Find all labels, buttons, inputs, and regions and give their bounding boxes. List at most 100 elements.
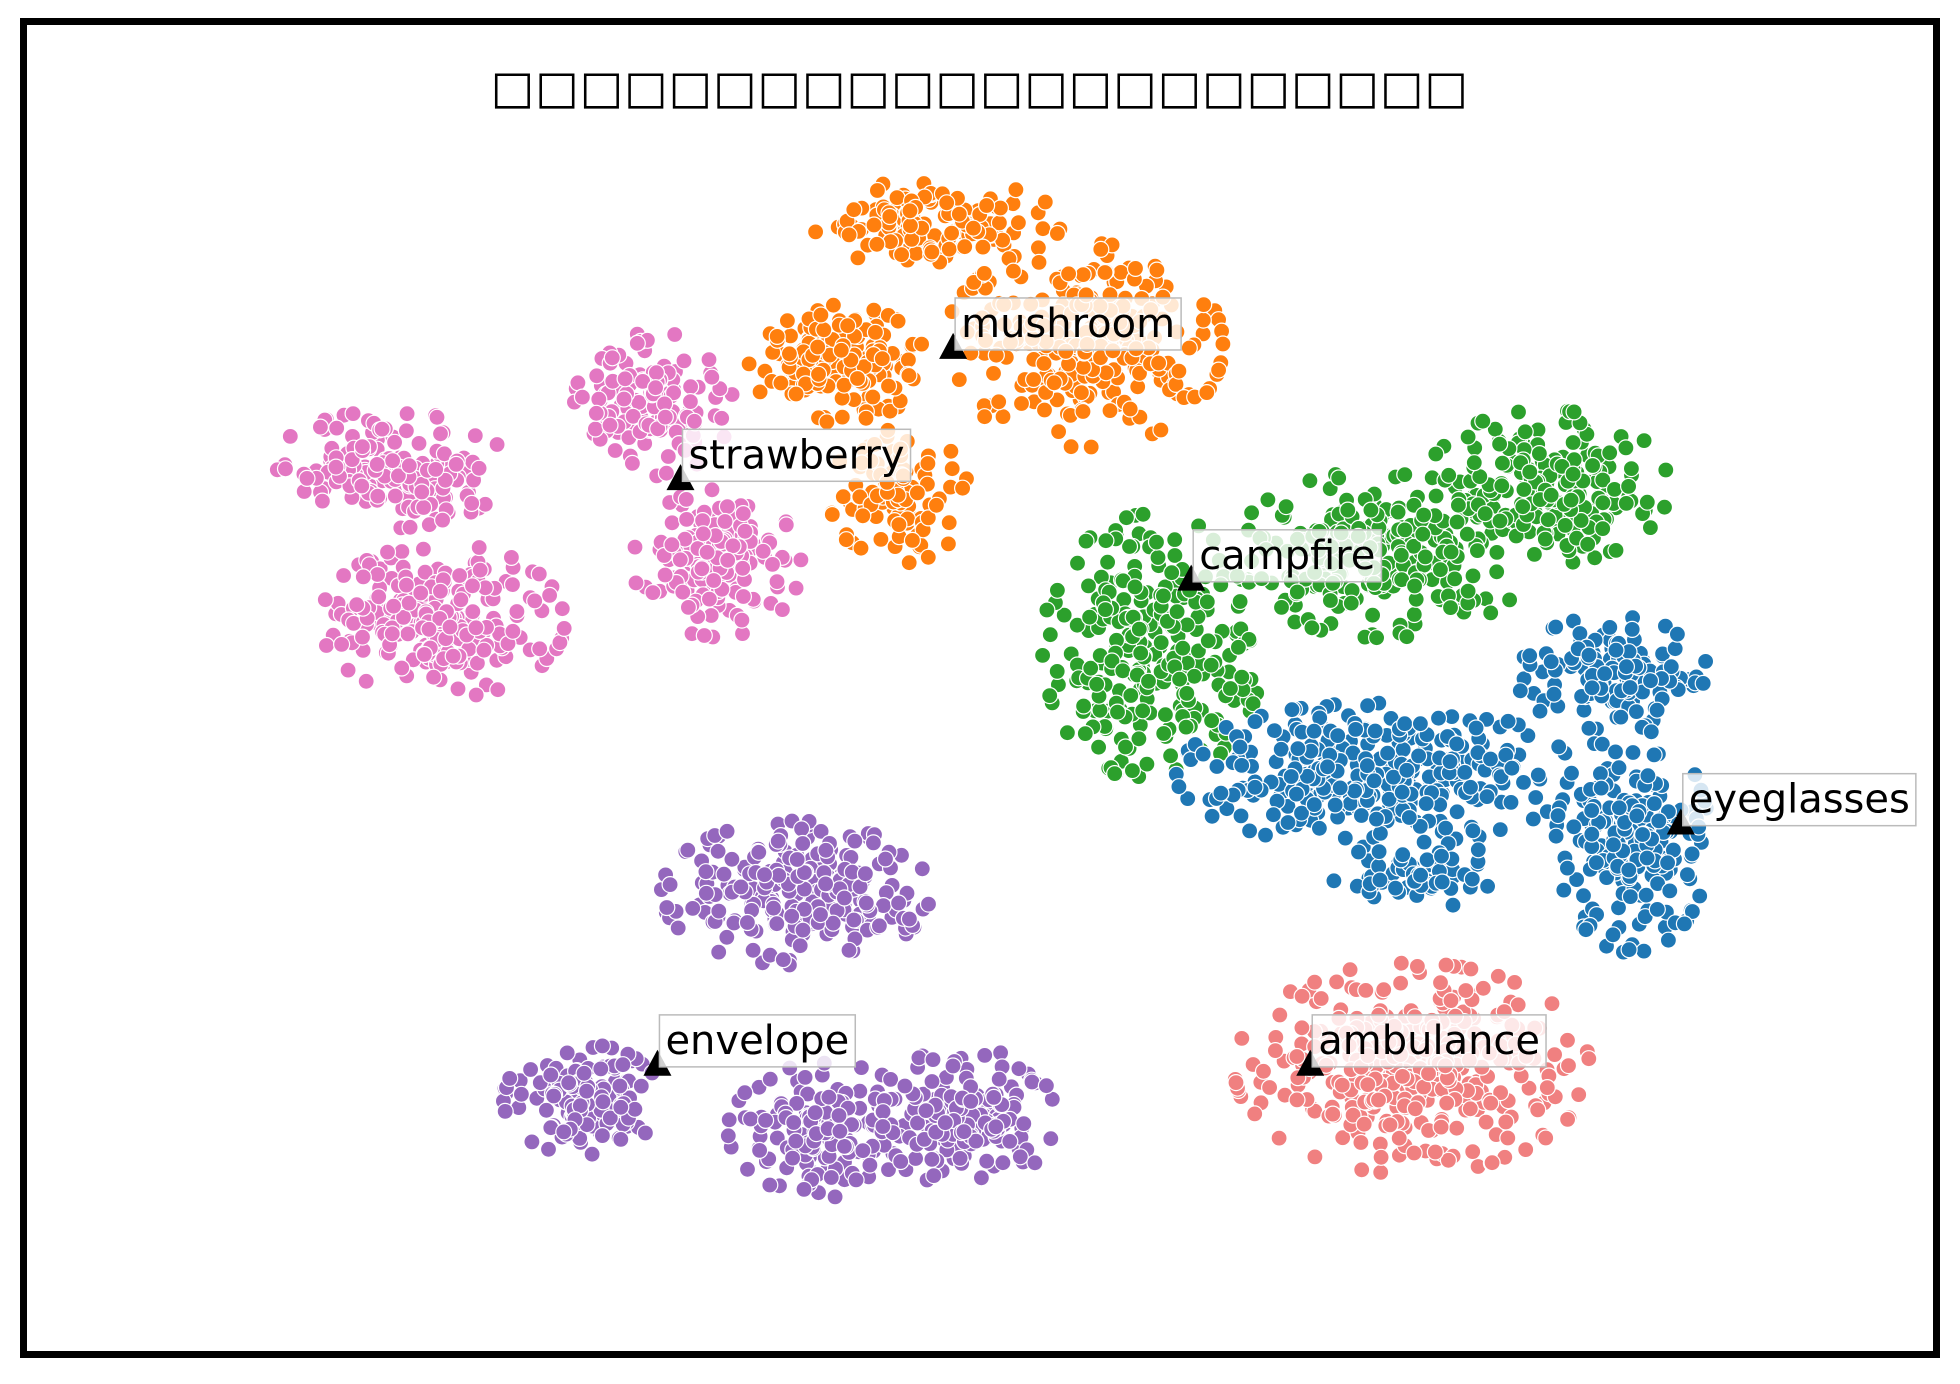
- data-point: [938, 194, 956, 212]
- data-point: [594, 1093, 612, 1111]
- data-point: [763, 555, 782, 574]
- data-point: [1260, 1078, 1279, 1097]
- data-point: [415, 645, 433, 664]
- data-point: [1635, 432, 1653, 450]
- data-point: [1550, 738, 1568, 756]
- data-point: [892, 1152, 910, 1171]
- data-point: [1026, 1154, 1044, 1172]
- data-point: [1449, 496, 1468, 514]
- data-point: [1366, 722, 1384, 740]
- data-point: [1499, 1129, 1517, 1147]
- data-point: [555, 1123, 573, 1141]
- data-point: [865, 216, 883, 234]
- data-point: [523, 1133, 541, 1151]
- data-point: [1595, 665, 1614, 683]
- data-point: [1601, 618, 1619, 637]
- data-point: [1339, 501, 1357, 519]
- data-point: [1289, 739, 1307, 758]
- data-point: [881, 1070, 900, 1089]
- data-point: [1036, 193, 1054, 211]
- data-point: [1134, 505, 1152, 523]
- data-point: [719, 551, 737, 569]
- data-point: [1233, 1029, 1251, 1048]
- data-point: [553, 600, 571, 618]
- data-point: [1612, 708, 1630, 726]
- data-point: [774, 951, 792, 969]
- data-point: [872, 530, 890, 549]
- data-point: [974, 238, 992, 256]
- data-point: [531, 640, 549, 658]
- data-point: [892, 246, 911, 264]
- data-point: [1152, 633, 1170, 652]
- data-point: [684, 899, 702, 918]
- data-point: [840, 226, 858, 244]
- data-point: [1427, 445, 1445, 463]
- data-point: [1583, 801, 1601, 820]
- data-point: [723, 850, 741, 868]
- data-point: [1185, 667, 1203, 685]
- data-point: [1514, 773, 1533, 792]
- data-point: [1330, 469, 1348, 487]
- data-point: [1048, 662, 1066, 681]
- data-point: [1468, 541, 1487, 560]
- data-point: [353, 477, 371, 495]
- data-point: [593, 1126, 612, 1145]
- data-point: [1367, 810, 1386, 828]
- data-point: [1542, 653, 1560, 671]
- data-point: [809, 338, 827, 356]
- data-point: [919, 548, 937, 566]
- data-point: [632, 1077, 650, 1095]
- data-point: [276, 460, 295, 478]
- data-point: [1396, 466, 1414, 484]
- data-point: [1478, 787, 1496, 806]
- data-point: [1202, 656, 1220, 674]
- data-point: [719, 1127, 737, 1145]
- data-point: [924, 1050, 942, 1069]
- data-point: [1604, 836, 1623, 854]
- data-point: [1565, 818, 1583, 836]
- data-point: [1621, 887, 1640, 906]
- data-point: [1417, 794, 1435, 813]
- data-point: [1154, 587, 1173, 605]
- data-point: [1324, 1105, 1342, 1123]
- data-point: [1287, 785, 1306, 803]
- data-point: [452, 591, 470, 609]
- data-point: [681, 378, 700, 396]
- data-point: [1559, 1056, 1578, 1075]
- data-point: [761, 1070, 779, 1088]
- data-point: [1170, 670, 1189, 688]
- data-point: [1536, 530, 1554, 548]
- data-point: [994, 408, 1012, 426]
- data-point: [1161, 747, 1180, 765]
- data-point: [792, 820, 811, 838]
- data-point: [1023, 1073, 1041, 1091]
- data-point: [1463, 870, 1481, 888]
- data-point: [755, 866, 774, 884]
- data-point: [927, 496, 946, 514]
- data-point: [1483, 1154, 1501, 1172]
- data-point: [1488, 563, 1506, 581]
- data-point: [1041, 686, 1059, 705]
- data-point: [870, 917, 889, 935]
- data-point: [489, 681, 507, 699]
- data-point: [416, 563, 434, 581]
- data-point: [1601, 444, 1619, 462]
- data-point: [1041, 626, 1059, 644]
- data-point: [1029, 239, 1048, 257]
- data-point: [866, 323, 885, 341]
- data-point: [1194, 311, 1212, 329]
- data-point: [1015, 1114, 1033, 1133]
- data-point: [1092, 240, 1110, 258]
- data-point: [1591, 765, 1610, 783]
- data-point: [840, 941, 858, 959]
- data-point: [1619, 477, 1638, 495]
- data-point: [1329, 726, 1347, 745]
- data-point: [1642, 723, 1660, 741]
- cluster-label-strawberry: strawberry: [688, 432, 904, 478]
- data-point: [1242, 504, 1261, 522]
- data-point: [868, 181, 887, 200]
- data-point: [1529, 1101, 1547, 1119]
- data-point: [1500, 591, 1519, 609]
- data-point: [788, 850, 806, 869]
- data-point: [917, 1101, 935, 1120]
